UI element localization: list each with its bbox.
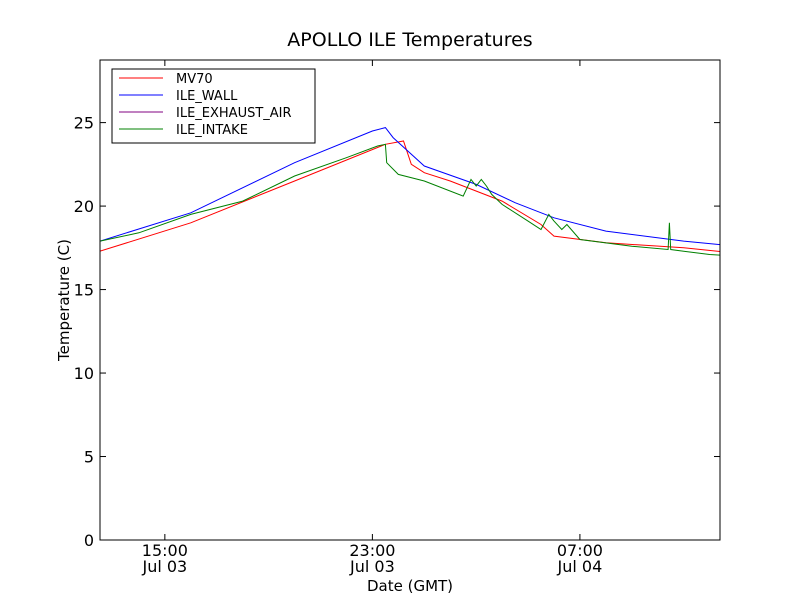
y-tick-label: 25 xyxy=(74,114,94,133)
legend-label-ile-intake: ILE_INTAKE xyxy=(176,123,248,138)
y-tick-label: 5 xyxy=(84,448,94,467)
series-line-ile-wall xyxy=(100,127,720,246)
x-tick-label-date: Jul 03 xyxy=(141,557,187,576)
y-tick-label: 10 xyxy=(74,364,94,383)
x-tick-label-time: 07:00 xyxy=(557,541,603,560)
y-tick-label: 20 xyxy=(74,197,94,216)
legend-box xyxy=(111,68,316,144)
legend: MV70 ILE_WALL ILE_EXHAUST_AIR ILE_INTAKE xyxy=(111,68,316,144)
x-axis-label: Date (GMT) xyxy=(367,577,453,595)
x-tick-label-time: 23:00 xyxy=(349,541,395,560)
y-tick-label: 15 xyxy=(74,281,94,300)
legend-label-mv70: MV70 xyxy=(176,72,213,87)
legend-label-ile-wall: ILE_WALL xyxy=(176,89,238,104)
plot-frame xyxy=(99,59,721,541)
series-layer xyxy=(100,127,720,256)
chart-title: APOLLO ILE Temperatures xyxy=(287,29,532,51)
series-line-ile-intake xyxy=(100,143,720,256)
y-tick-label: 0 xyxy=(84,531,94,550)
x-tick-label-date: Jul 03 xyxy=(349,557,395,576)
x-tick-label-date: Jul 04 xyxy=(557,557,603,576)
x-tick-label-time: 15:00 xyxy=(142,541,188,560)
legend-label-ile-exhaust-air: ILE_EXHAUST_AIR xyxy=(176,106,292,121)
y-axis-label: Temperature (C) xyxy=(55,239,73,362)
